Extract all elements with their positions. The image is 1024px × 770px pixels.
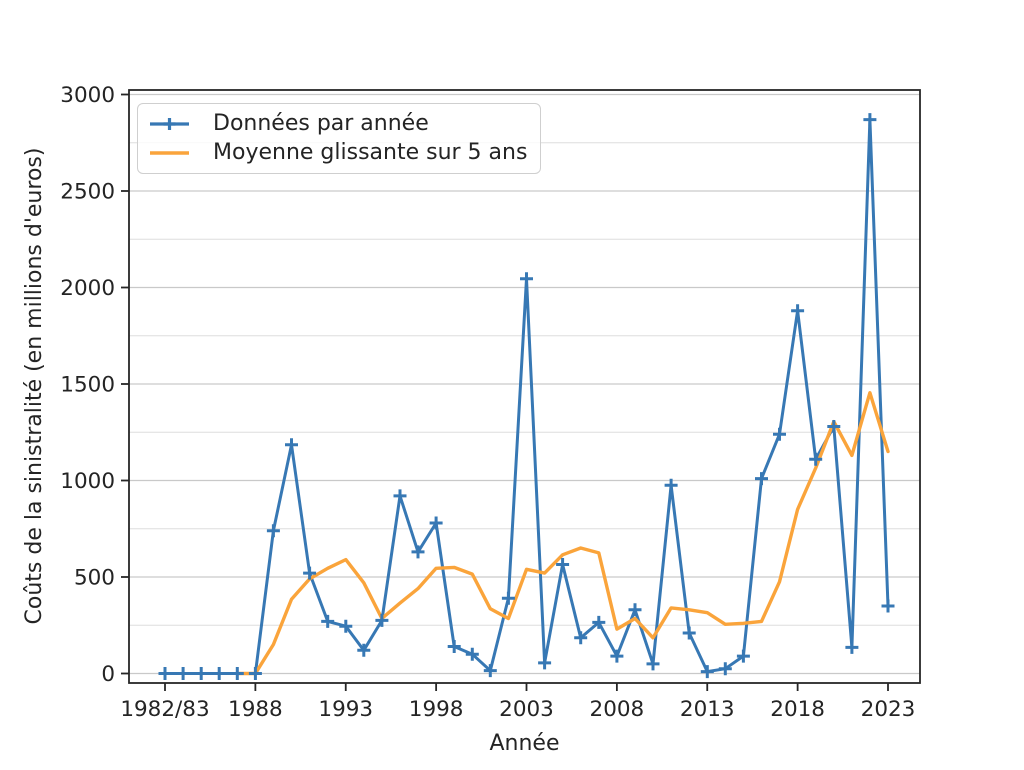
data-point-marker (158, 667, 172, 680)
data-point-marker (447, 640, 461, 653)
data-point-marker (863, 113, 877, 127)
x-tick-label: 2003 (499, 697, 554, 722)
data-point-marker (827, 420, 841, 433)
data-point-marker (791, 304, 805, 318)
y-tick-label: 500 (74, 566, 115, 591)
legend-label-donnees-par-annee: Données par année (213, 110, 429, 136)
data-point-marker (773, 427, 786, 441)
data-point-marker (501, 591, 515, 605)
data-point-marker (339, 619, 353, 633)
data-point-marker (411, 545, 425, 559)
data-point-marker (266, 524, 280, 538)
legend-sample-line-orange (150, 151, 189, 156)
legend-plus-marker-icon (163, 117, 176, 130)
data-point-marker (176, 667, 190, 680)
data-point-marker (718, 662, 732, 676)
data-point-marker (845, 640, 859, 654)
legend: Données par année Moyenne glissante sur … (137, 103, 541, 174)
series-line-0 (163, 118, 890, 675)
x-tick-label: 2008 (590, 697, 645, 722)
y-tick-label: 0 (101, 662, 115, 687)
data-point-marker (682, 626, 696, 640)
data-point-marker (610, 649, 624, 663)
legend-item-donnees-par-annee: Données par année (148, 109, 530, 139)
y-tick-label: 3000 (60, 83, 115, 108)
x-tick-label: 1988 (228, 697, 283, 722)
data-point-marker (881, 599, 895, 613)
y-tick-label: 1000 (60, 469, 115, 494)
data-point-marker (212, 667, 226, 680)
data-point-marker (357, 643, 371, 657)
x-tick-label: 1993 (318, 697, 373, 722)
y-tick-label: 2500 (60, 180, 115, 205)
data-point-marker (538, 656, 552, 670)
data-point-marker (285, 438, 298, 452)
data-point-marker (556, 558, 570, 571)
data-point-marker (321, 614, 335, 628)
data-point-marker (393, 489, 407, 503)
data-point-marker (465, 647, 479, 661)
data-point-marker (230, 667, 244, 680)
plot-border (128, 89, 921, 684)
data-point-marker (628, 603, 642, 617)
data-point-marker (700, 665, 714, 679)
legend-label-moyenne-glissante: Moyenne glissante sur 5 ans (213, 140, 528, 166)
legend-sample-line-blue (150, 117, 189, 130)
data-point-marker (592, 615, 606, 629)
legend-item-moyenne-glissante: Moyenne glissante sur 5 ans (148, 139, 530, 169)
data-point-marker (429, 516, 443, 530)
data-point-marker (520, 272, 533, 286)
data-point-marker (574, 631, 588, 645)
data-point-marker (375, 613, 389, 627)
data-point-marker (736, 649, 750, 663)
y-axis-title: Coûts de la sinistralité (en millions d'… (22, 147, 47, 625)
data-point-marker (483, 664, 497, 678)
y-tick-label: 1500 (60, 373, 115, 398)
data-point-marker (646, 657, 660, 671)
x-axis-title: Année (489, 731, 560, 756)
data-point-marker (248, 667, 262, 680)
data-point-marker (194, 667, 208, 680)
y-tick-label: 2000 (60, 276, 115, 301)
data-point-marker (755, 472, 768, 486)
x-tick-label: 2013 (680, 697, 735, 722)
data-point-marker (809, 452, 823, 466)
x-tick-label: 1982/83 (120, 697, 209, 722)
x-tick-label: 2023 (861, 697, 916, 722)
data-point-marker (303, 566, 317, 580)
x-tick-label: 2018 (770, 697, 825, 722)
data-point-marker (664, 478, 678, 492)
series-line-1 (235, 391, 890, 676)
x-tick-label: 1998 (409, 697, 464, 722)
